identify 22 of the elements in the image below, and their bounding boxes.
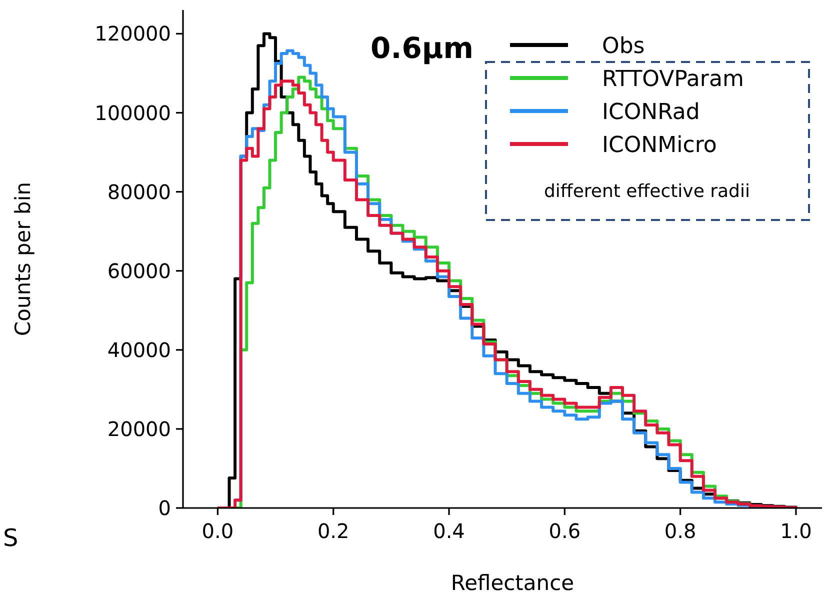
text: S [3, 524, 18, 552]
y-tick-label: 0 [158, 496, 171, 520]
legend-label: Obs [602, 34, 645, 59]
legend-label: RTTOVParam [602, 67, 744, 92]
x-tick-label: 0.8 [664, 519, 696, 543]
x-axis-title: Reflectance [450, 571, 574, 595]
annotation: different effective radii [544, 181, 750, 202]
legend-label: ICONMicro [602, 133, 717, 158]
x-tick-label: 0.4 [433, 519, 465, 543]
y-axis-title: Counts per bin [11, 182, 35, 336]
text: 0.6µm [370, 31, 474, 65]
y-tick-label: 20000 [107, 416, 171, 441]
x-tick-label: 0.6 [548, 519, 581, 543]
x-tick-label: 0.2 [317, 519, 350, 543]
y-tick-label: 60000 [107, 258, 171, 283]
x-tick-label: 0.0 [202, 519, 234, 543]
x-tick-label: 1.0 [780, 519, 812, 543]
y-tick-label: 40000 [107, 338, 171, 362]
y-tick-label: 80000 [107, 180, 171, 204]
y-tick-label: 120000 [94, 22, 171, 46]
legend-label: ICONRad [602, 100, 700, 125]
y-tick-label: 100000 [94, 100, 171, 125]
